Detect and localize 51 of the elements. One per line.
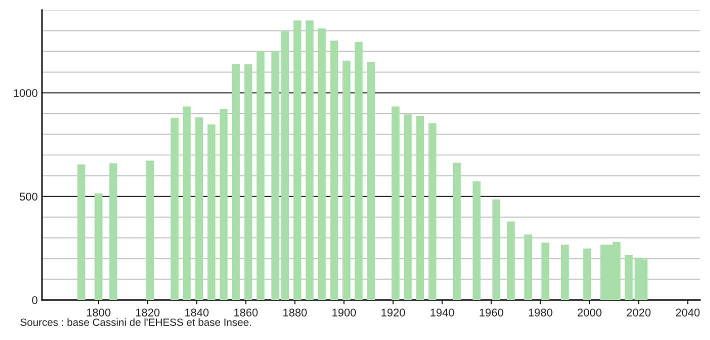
bar	[293, 20, 302, 300]
bar	[524, 234, 532, 300]
bar	[541, 242, 550, 300]
bar	[232, 64, 240, 300]
bar	[281, 31, 289, 300]
x-tick-label: 1980	[528, 308, 552, 316]
bar	[330, 40, 338, 300]
x-tick-label: 1820	[136, 308, 160, 316]
bar	[271, 51, 280, 300]
bar	[472, 181, 481, 300]
bar	[561, 244, 569, 300]
x-tick-label: 1940	[430, 308, 454, 316]
y-tick-label: 1000	[14, 89, 38, 97]
bar	[367, 62, 375, 300]
bar	[94, 193, 102, 300]
bar	[428, 123, 436, 300]
bar	[244, 64, 252, 300]
bar	[583, 248, 591, 300]
x-tick-label: 2000	[578, 308, 602, 316]
source-note: Sources : base Cassini de l'EHESS et base Insee.	[20, 318, 251, 326]
bar	[318, 28, 326, 300]
bar	[453, 162, 461, 300]
bar	[392, 106, 400, 300]
bar	[354, 42, 363, 300]
y-tick-label: 0	[32, 296, 38, 304]
bar	[109, 163, 118, 300]
x-tick-label: 1960	[480, 308, 504, 316]
bar	[207, 124, 216, 300]
bar	[182, 106, 191, 300]
bar	[195, 117, 204, 300]
x-tick-label: 2020	[626, 308, 651, 316]
bar	[492, 200, 500, 300]
bar	[220, 109, 228, 300]
x-tick-label: 1860	[234, 308, 258, 316]
x-tick-label: 1920	[382, 308, 406, 316]
bar	[342, 60, 350, 300]
bar	[77, 164, 86, 300]
bar	[306, 20, 314, 300]
bar	[404, 114, 412, 300]
bar	[416, 116, 424, 300]
x-tick-label: 1800	[86, 308, 110, 316]
bar	[146, 160, 154, 300]
bar	[624, 255, 633, 300]
x-tick-label: 2040	[676, 308, 700, 316]
bar	[507, 221, 515, 300]
bar	[170, 118, 179, 300]
y-tick-label: 500	[20, 192, 38, 201]
x-tick-label: 1900	[332, 308, 356, 316]
x-tick-label: 1840	[185, 308, 209, 316]
bar	[256, 51, 264, 300]
x-tick-label: 1880	[283, 308, 307, 316]
